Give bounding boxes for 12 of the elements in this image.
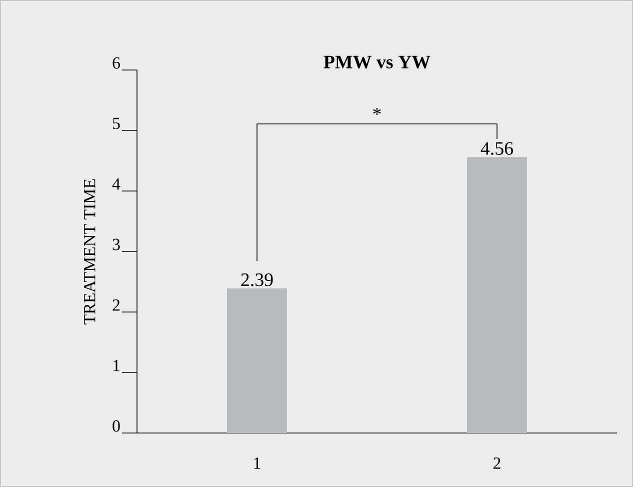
y-tick-label: 3 — [112, 238, 120, 250]
data-label: 4.56 — [480, 142, 513, 155]
y-tick-label: 2 — [112, 299, 120, 311]
chart-title: PMW vs YW — [324, 56, 430, 68]
y-tick-label: 1 — [113, 360, 120, 372]
annotation: * — [373, 108, 381, 115]
y-tick-label: 0 — [112, 420, 120, 432]
y-tick-label: 6 — [112, 57, 120, 69]
y-axis-title: TREATMENT TIME — [84, 179, 96, 324]
y-tick-label: 4 — [112, 178, 120, 190]
y-tick-label: 5 — [112, 118, 120, 130]
data-label: 2.39 — [241, 273, 273, 286]
